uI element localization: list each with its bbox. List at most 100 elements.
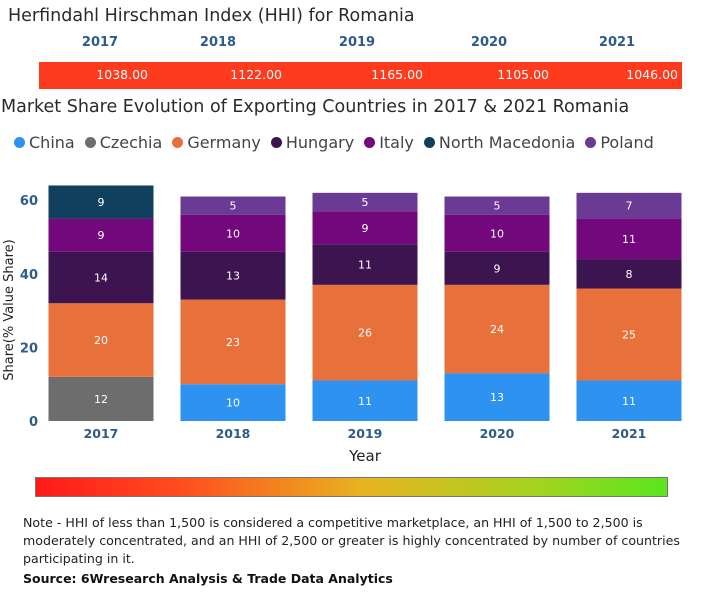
- hhi-gradient-scale: [35, 477, 668, 497]
- source-text: Source: 6Wresearch Analysis & Trade Data…: [23, 571, 393, 586]
- legend-dot-icon: [364, 136, 376, 148]
- bar-segment-china-2020: [444, 373, 550, 421]
- bar-segment-poland-2018: [180, 196, 286, 215]
- legend-label: Italy: [379, 132, 414, 152]
- legend-item-czechia: Czechia: [84, 132, 163, 152]
- bar-data-label: 10: [490, 227, 504, 240]
- legend-dot-icon: [84, 136, 96, 148]
- bar-data-label: 9: [362, 222, 369, 235]
- hhi-value-2017: 1038.00: [96, 67, 148, 82]
- bar-segment-italy-2017: [48, 218, 154, 252]
- hhi-title: Herfindahl Hirschman Index (HHI) for Rom…: [8, 6, 415, 26]
- bar-segment-hungary-2017: [48, 251, 154, 304]
- hhi-year-2020: 2020: [470, 35, 508, 50]
- hhi-value-2019: 1165.00: [371, 67, 423, 82]
- bar-data-label: 23: [226, 336, 240, 349]
- bar-data-label: 25: [622, 329, 636, 342]
- y-tick-label: 40: [20, 268, 38, 283]
- bar-data-label: 13: [490, 391, 504, 404]
- hhi-year-2017: 2017: [81, 35, 119, 50]
- y-tick-label: 60: [20, 194, 38, 209]
- bar-data-label: 26: [358, 327, 372, 340]
- bar-segment-poland-2019: [312, 192, 418, 212]
- bar-data-label: 11: [358, 395, 372, 408]
- legend-dot-icon: [270, 136, 282, 148]
- bar-segment-poland-2020: [444, 196, 550, 215]
- bar-segment-italy-2018: [180, 214, 286, 252]
- x-tick-label: 2021: [612, 426, 647, 441]
- legend-item-poland: Poland: [585, 132, 654, 152]
- bar-segment-hungary-2018: [180, 251, 286, 300]
- bar-segment-hungary-2021: [576, 259, 682, 289]
- bar-segment-germany-2020: [444, 284, 550, 374]
- bar-data-label: 11: [622, 233, 636, 246]
- x-tick-label: 2019: [348, 426, 383, 441]
- hhi-value-2018: 1122.00: [230, 67, 282, 82]
- legend-label: Germany: [187, 132, 261, 152]
- chart-title: Market Share Evolution of Exporting Coun…: [1, 97, 630, 117]
- bar-data-label: 9: [98, 196, 105, 209]
- y-tick-label: 20: [20, 341, 38, 356]
- bar-segment-hungary-2019: [312, 244, 418, 285]
- bar-segment-germany-2021: [576, 288, 682, 381]
- legend-dot-icon: [172, 136, 184, 148]
- y-tick-label: 0: [29, 415, 38, 430]
- bar-segment-hungary-2020: [444, 251, 550, 285]
- chart-legend: China Czechia Germany Hungary Italy North Mac…: [14, 131, 654, 153]
- bar-data-label: 20: [94, 334, 108, 347]
- bar-data-label: 9: [98, 229, 105, 242]
- x-tick-label: 2017: [84, 426, 119, 441]
- legend-dot-icon: [423, 136, 435, 148]
- bar-data-label: 7: [626, 200, 633, 213]
- legend-dot-icon: [14, 136, 25, 148]
- bar-data-label: 5: [230, 200, 237, 213]
- bar-segment-poland-2021: [576, 192, 682, 219]
- bar-segment-north-macedonia-2017: [48, 185, 154, 219]
- bar-segment-italy-2020: [444, 214, 550, 252]
- legend-dot-icon: [585, 136, 597, 148]
- stacked-bar-chart: 0 20 40 60 Share(% Value Share) 12 20 14 9 9 2017 1…: [2, 185, 682, 465]
- bar-data-label: 8: [626, 268, 633, 281]
- legend-label: Hungary: [285, 132, 355, 152]
- legend-label: Poland: [600, 132, 654, 152]
- bar-segment-china-2019: [312, 380, 418, 421]
- bar-data-label: 24: [490, 323, 504, 336]
- bar-data-label: 11: [358, 259, 372, 272]
- bar-segment-china-2018: [180, 384, 286, 421]
- legend-label: China: [29, 132, 75, 152]
- bar-segment-italy-2019: [312, 211, 418, 245]
- bar-segment-germany-2019: [312, 284, 418, 381]
- bar-data-label: 10: [226, 227, 240, 240]
- hhi-year-2019: 2019: [338, 35, 376, 50]
- bar-segment-germany-2017: [48, 303, 154, 377]
- bar-data-label: 5: [362, 196, 369, 209]
- bar-segment-italy-2021: [576, 218, 682, 260]
- bar-data-label: 11: [622, 395, 636, 408]
- bar-segment-czechia-2017: [48, 376, 154, 421]
- bar-data-label: 14: [94, 271, 108, 284]
- legend-label: Czechia: [99, 132, 163, 152]
- note-text: Note - HHI of less than 1,500 is conside…: [23, 515, 680, 566]
- x-tick-label: 2020: [480, 426, 515, 441]
- hhi-value-2020: 1105.00: [497, 67, 549, 82]
- hhi-value-2021: 1046.00: [626, 67, 678, 82]
- legend-item-germany: Germany: [172, 133, 261, 152]
- bar-data-label: 12: [94, 393, 108, 406]
- hhi-value-bar: [39, 62, 682, 89]
- legend-label: North Macedonia: [438, 132, 576, 152]
- bar-segment-germany-2018: [180, 299, 286, 385]
- legend-item-china: China: [14, 133, 75, 152]
- legend-item-italy: Italy: [364, 133, 414, 152]
- hhi-year-2018: 2018: [199, 35, 237, 50]
- legend-item-hungary: Hungary: [270, 132, 355, 152]
- x-axis-label: Year: [348, 447, 382, 465]
- bar-segment-china-2021: [576, 380, 682, 421]
- legend-item-north-macedonia: North Macedonia: [423, 132, 576, 152]
- y-axis-label: Share(% Value Share): [2, 239, 17, 381]
- bar-data-label: 5: [494, 200, 501, 213]
- bar-data-label: 10: [226, 397, 240, 410]
- x-tick-label: 2018: [216, 426, 251, 441]
- bar-data-label: 9: [494, 262, 501, 275]
- bar-data-label: 13: [226, 270, 240, 283]
- hhi-year-2021: 2021: [598, 35, 636, 50]
